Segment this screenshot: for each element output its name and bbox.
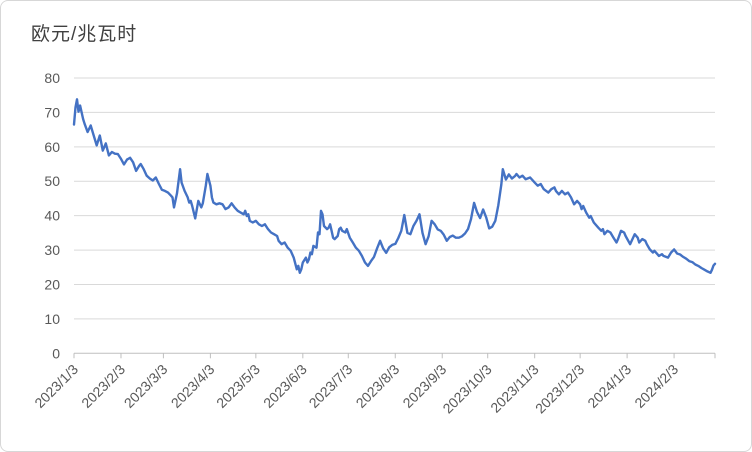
x-tick-label: 2023/8/3: [353, 361, 403, 411]
y-tick-label: 60: [44, 139, 60, 155]
x-tick-label: 2023/10/3: [439, 361, 495, 417]
x-tick-label: 2023/7/3: [306, 361, 356, 411]
gridlines: [74, 77, 715, 320]
x-tick-label: 2024/1/3: [584, 361, 634, 411]
x-tick-label: 2023/4/3: [168, 361, 218, 411]
y-tick-label: 0: [52, 345, 60, 361]
y-tick-label: 40: [44, 208, 60, 224]
chart-title: 欧元/兆瓦时: [31, 24, 138, 45]
price-line-series: [72, 98, 717, 274]
y-tick-label: 10: [44, 311, 60, 327]
x-tick-label: 2023/6/3: [260, 361, 310, 411]
x-tick-label: 2023/5/3: [213, 361, 263, 411]
x-axis: [73, 352, 716, 359]
y-tick-label: 70: [44, 104, 60, 120]
x-tick-label: 2023/2/3: [78, 361, 128, 411]
y-tick-label: 80: [44, 70, 60, 86]
y-tick-label: 50: [44, 173, 60, 189]
x-tick-label: 2023/12/3: [532, 361, 588, 417]
x-tick-label: 2024/2/3: [631, 361, 681, 411]
x-axis-labels: 2023/1/32023/2/32023/3/32023/4/32023/5/3…: [31, 361, 681, 417]
y-axis-labels: 0 10 20 30 40 50 60 70 80: [44, 70, 60, 361]
x-tick-label: 2023/3/3: [121, 361, 171, 411]
x-tick-label: 2023/1/3: [31, 361, 81, 411]
y-tick-label: 30: [44, 242, 60, 258]
y-tick-label: 20: [44, 276, 60, 292]
